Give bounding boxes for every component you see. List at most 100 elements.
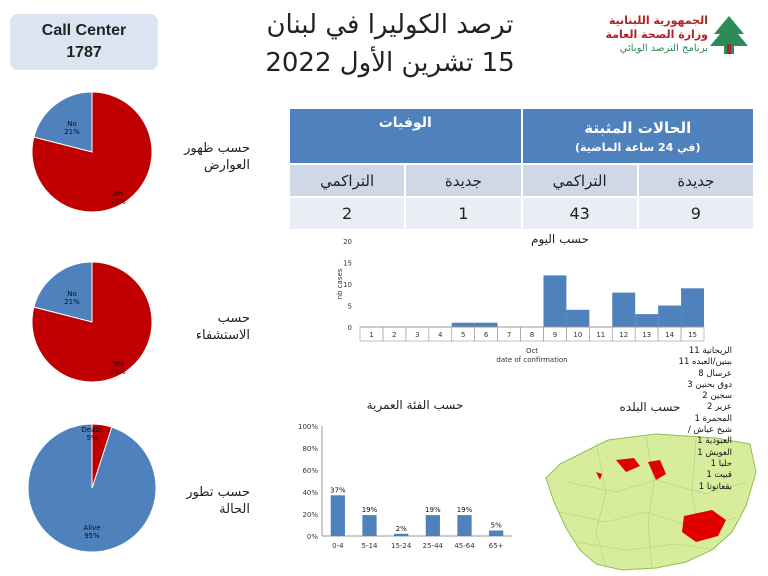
pie-slice-death bbox=[91, 423, 113, 489]
daily-y-tick: 0 bbox=[348, 324, 352, 332]
age-data-label: 5% bbox=[491, 522, 502, 530]
age-y-tick: 20% bbox=[302, 511, 318, 519]
pie-slice-no bbox=[33, 261, 93, 323]
pie-percent-label: 79% bbox=[110, 368, 126, 376]
town-item: حلبا 1 bbox=[710, 458, 732, 469]
pie-percent-label: 79% bbox=[110, 198, 126, 206]
pie-slice-yes bbox=[31, 91, 153, 213]
pie-slice-alive bbox=[27, 423, 157, 553]
town-item: ببنين/العبده 11 bbox=[678, 357, 732, 368]
age-y-tick: 100% bbox=[298, 423, 318, 431]
pie-label: Yes bbox=[111, 360, 124, 368]
daily-x-tick: 6 bbox=[484, 331, 489, 339]
daily-x-tick: 3 bbox=[415, 331, 419, 339]
age-y-tick: 40% bbox=[302, 489, 318, 497]
map-region-arsal bbox=[682, 510, 726, 542]
daily-y-tick: 10 bbox=[343, 281, 352, 289]
age-x-tick: 15-24 bbox=[391, 542, 412, 550]
map-region-akkar-3 bbox=[596, 472, 602, 480]
confirmed-new-value: 9 bbox=[636, 196, 756, 231]
page-title: ترصد الكوليرا في لبنان 15 تشرين الأول 20… bbox=[240, 6, 540, 82]
daily-category-cell bbox=[680, 326, 705, 342]
logo-line-2: وزارة الصحة العامة bbox=[605, 28, 709, 41]
pie-label: Yes bbox=[111, 190, 124, 198]
town-item: قبيت 1 bbox=[706, 470, 732, 481]
daily-x-tick: 2 bbox=[392, 331, 396, 339]
confirmed-new-label: جديدة bbox=[636, 163, 756, 198]
daily-x-axis-label: date of confirmation bbox=[496, 356, 567, 364]
age-bar bbox=[330, 495, 345, 536]
age-x-tick: 5-14 bbox=[362, 542, 378, 550]
age-y-tick: 60% bbox=[302, 467, 318, 475]
pie-label: Alive bbox=[83, 524, 100, 532]
logo-line-1: الجمهورية اللبنانية bbox=[608, 14, 708, 27]
stats-table: الحالات المثبتة (في 24 ساعة الماضية) الو… bbox=[287, 107, 756, 231]
pie-label: Death bbox=[81, 426, 102, 434]
pie-percent-label: 21% bbox=[64, 128, 80, 136]
daily-bar bbox=[474, 322, 498, 327]
daily-x-tick: 4 bbox=[438, 331, 443, 339]
confirmed-header: الحالات المثبتة bbox=[584, 118, 692, 137]
confirmed-subheader: (في 24 ساعة الماضية) bbox=[574, 140, 701, 154]
daily-x-tick: 5 bbox=[461, 331, 465, 339]
age-x-tick: 25-44 bbox=[423, 542, 444, 550]
age-bar bbox=[394, 533, 409, 536]
town-item: العويش 1 bbox=[697, 447, 732, 458]
daily-x-tick: 7 bbox=[507, 331, 511, 339]
daily-x-tick: 14 bbox=[665, 331, 674, 339]
age-x-tick: 65+ bbox=[489, 542, 504, 550]
age-y-tick: 0% bbox=[307, 533, 318, 541]
label-by-outcome: حسب تطور الحالة bbox=[186, 485, 250, 517]
deaths-cumulative-label: التراكمي bbox=[287, 163, 407, 198]
title-line-1: ترصد الكوليرا في لبنان bbox=[266, 10, 514, 40]
age-data-label: 2% bbox=[396, 525, 407, 533]
confirmed-cumulative-label: التراكمي bbox=[520, 163, 639, 198]
pie-label: No bbox=[67, 290, 77, 298]
call-center-label: Call Center bbox=[41, 22, 127, 39]
daily-bar bbox=[635, 314, 659, 327]
age-bar-chart: 0% 20% 40% 60% 80% 100% 37% 0-4 19% 5-14 2% 15-24 19… bbox=[298, 423, 512, 550]
daily-x-tick: 11 bbox=[596, 331, 605, 339]
age-x-tick: 0-4 bbox=[332, 542, 344, 550]
deaths-header: الوفيات bbox=[288, 107, 523, 165]
town-item: عزير 2 bbox=[707, 402, 732, 413]
daily-chart-title: حسب اليوم bbox=[531, 232, 589, 246]
confirmed-header-cell: الحالات المثبتة (في 24 ساعة الماضية) bbox=[520, 107, 755, 165]
daily-x-tick: 13 bbox=[642, 331, 651, 339]
town-item: الريحانية 11 bbox=[688, 346, 732, 356]
pie-percent-label: 95% bbox=[84, 532, 100, 540]
daily-x-tick: 1 bbox=[369, 331, 373, 339]
age-x-tick: 45-64 bbox=[454, 542, 475, 550]
logo-line-3: برنامج الترصد الوبائي bbox=[619, 43, 708, 54]
pie-percent-label: 5% bbox=[86, 434, 97, 442]
map-region-akkar-2 bbox=[648, 460, 666, 480]
map-region-akkar-1 bbox=[616, 458, 640, 472]
age-bar bbox=[362, 515, 377, 536]
age-data-label: 19% bbox=[457, 506, 473, 514]
age-y-tick: 80% bbox=[302, 445, 318, 453]
daily-bar bbox=[612, 292, 636, 327]
daily-bar bbox=[543, 275, 567, 327]
label-by-symptoms: حسب ظهور العوارض bbox=[184, 141, 250, 173]
pie-label: No bbox=[67, 120, 77, 128]
daily-x-tick: 15 bbox=[688, 331, 697, 339]
daily-x-group-label: Oct bbox=[526, 347, 538, 355]
daily-bar bbox=[566, 309, 590, 327]
daily-x-tick: 12 bbox=[619, 331, 628, 339]
daily-y-tick: 15 bbox=[343, 260, 352, 268]
pie-slice-no bbox=[33, 91, 93, 153]
daily-bar bbox=[658, 305, 682, 327]
age-chart-title: حسب الفئة العمرية bbox=[366, 398, 464, 412]
age-bar bbox=[425, 515, 440, 536]
town-item: بقعاتوتا 1 bbox=[698, 481, 732, 492]
daily-bar bbox=[451, 322, 475, 327]
pie-slice-yes bbox=[31, 261, 153, 383]
age-data-label: 19% bbox=[362, 506, 378, 514]
pie-percent-label: 21% bbox=[64, 298, 80, 306]
age-data-label: 19% bbox=[425, 506, 441, 514]
deaths-new-value: 1 bbox=[404, 196, 523, 231]
